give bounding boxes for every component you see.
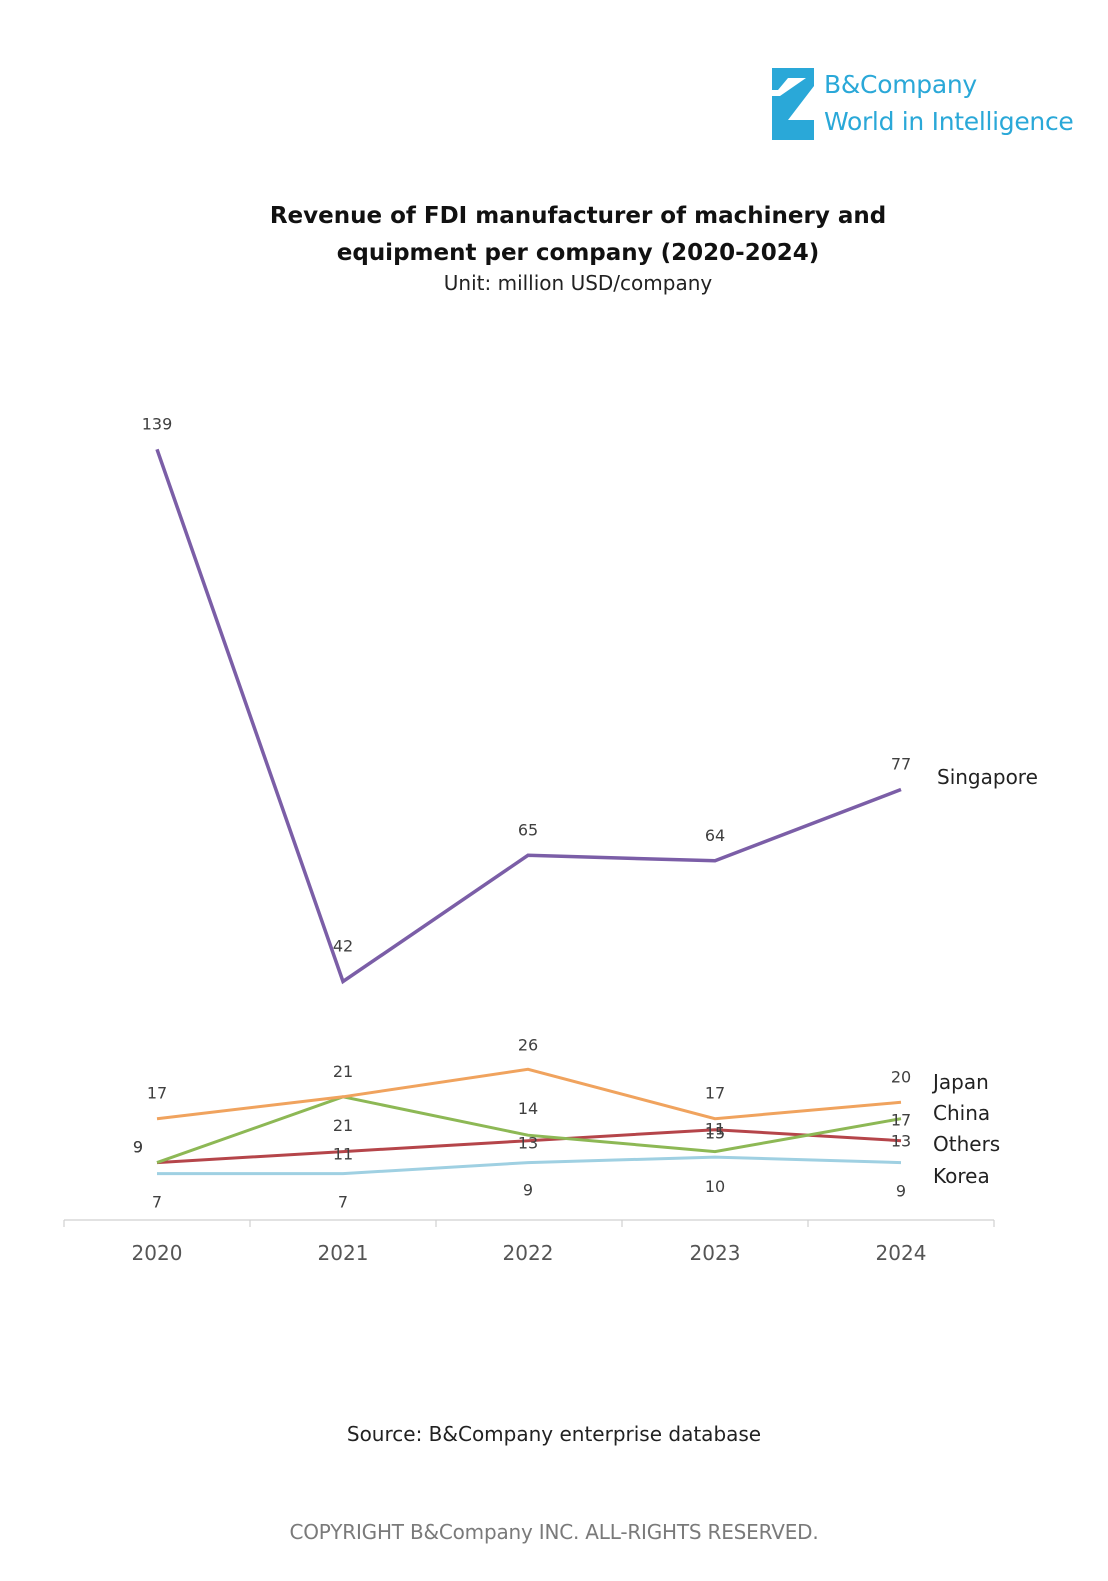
- series-name-singapore: Singapore: [937, 765, 1038, 789]
- series-name-japan: Japan: [931, 1070, 989, 1094]
- data-label-others: 15: [705, 1124, 725, 1143]
- series-line-others: [156, 1128, 902, 1165]
- data-label-japan: 21: [333, 1062, 353, 1081]
- data-label-china: 9: [133, 1138, 143, 1157]
- data-label-japan: 20: [891, 1067, 911, 1086]
- data-label-japan: 26: [518, 1035, 538, 1054]
- x-tick-label: 2023: [690, 1241, 741, 1265]
- data-label-china: 11: [705, 1120, 725, 1139]
- logo-name: B&Company: [824, 70, 977, 99]
- data-label-others: 13: [518, 1134, 538, 1153]
- x-tick-label: 2021: [318, 1241, 369, 1265]
- data-label-korea: 7: [338, 1193, 348, 1212]
- x-tick-label: 2022: [503, 1241, 554, 1265]
- chart-title: Revenue of FDI manufacturer of machinery…: [0, 198, 1108, 272]
- chart-title-line-2: equipment per company (2020-2024): [336, 240, 820, 266]
- data-label-china: 14: [518, 1099, 538, 1118]
- data-label-singapore: 139: [142, 414, 173, 433]
- series-name-korea: Korea: [933, 1164, 990, 1188]
- series-name-china: China: [933, 1101, 990, 1125]
- data-label-japan: 17: [147, 1084, 167, 1103]
- source-note: Source: B&Company enterprise database: [346, 1422, 762, 1446]
- data-label-korea: 9: [896, 1182, 906, 1201]
- series-layer: [155, 448, 902, 1176]
- series-name-labels: Singapore Japan China Others Korea: [931, 765, 1038, 1188]
- series-name-others: Others: [933, 1132, 1000, 1156]
- copyright-note: COPYRIGHT B&Company INC. ALL-RIGHTS RESE…: [289, 1520, 819, 1544]
- logo-mark-icon: [772, 68, 814, 140]
- data-label-china: 17: [891, 1111, 911, 1130]
- x-tick-label: 2024: [876, 1241, 927, 1265]
- x-tick-label: 2020: [132, 1241, 183, 1265]
- series-line-singapore: [155, 448, 902, 985]
- data-label-singapore: 42: [333, 937, 353, 956]
- chart-subtitle: Unit: million USD/company: [443, 271, 713, 295]
- data-label-singapore: 65: [518, 820, 538, 839]
- series-line-japan: [156, 1067, 902, 1121]
- series-line-china: [156, 1095, 902, 1165]
- data-label-korea: 7: [152, 1193, 162, 1212]
- data-label-others: 13: [891, 1132, 911, 1151]
- data-label-china: 21: [333, 1116, 353, 1135]
- data-label-korea: 10: [705, 1177, 725, 1196]
- data-label-singapore: 77: [891, 755, 911, 774]
- x-axis: 2020 2021 2022 2023 2024: [63, 1219, 995, 1265]
- data-label-singapore: 64: [705, 826, 725, 845]
- data-label-japan: 17: [705, 1084, 725, 1103]
- chart-title-line-1: Revenue of FDI manufacturer of machinery…: [269, 203, 887, 229]
- series-line-korea: [157, 1155, 902, 1176]
- data-label-others: 9: [133, 1138, 143, 1157]
- logo-tagline: World in Intelligence: [824, 107, 1074, 136]
- company-logo: B&Company World in Intelligence: [772, 64, 1082, 144]
- data-label-others: 11: [333, 1145, 353, 1164]
- data-label-korea: 9: [523, 1181, 533, 1200]
